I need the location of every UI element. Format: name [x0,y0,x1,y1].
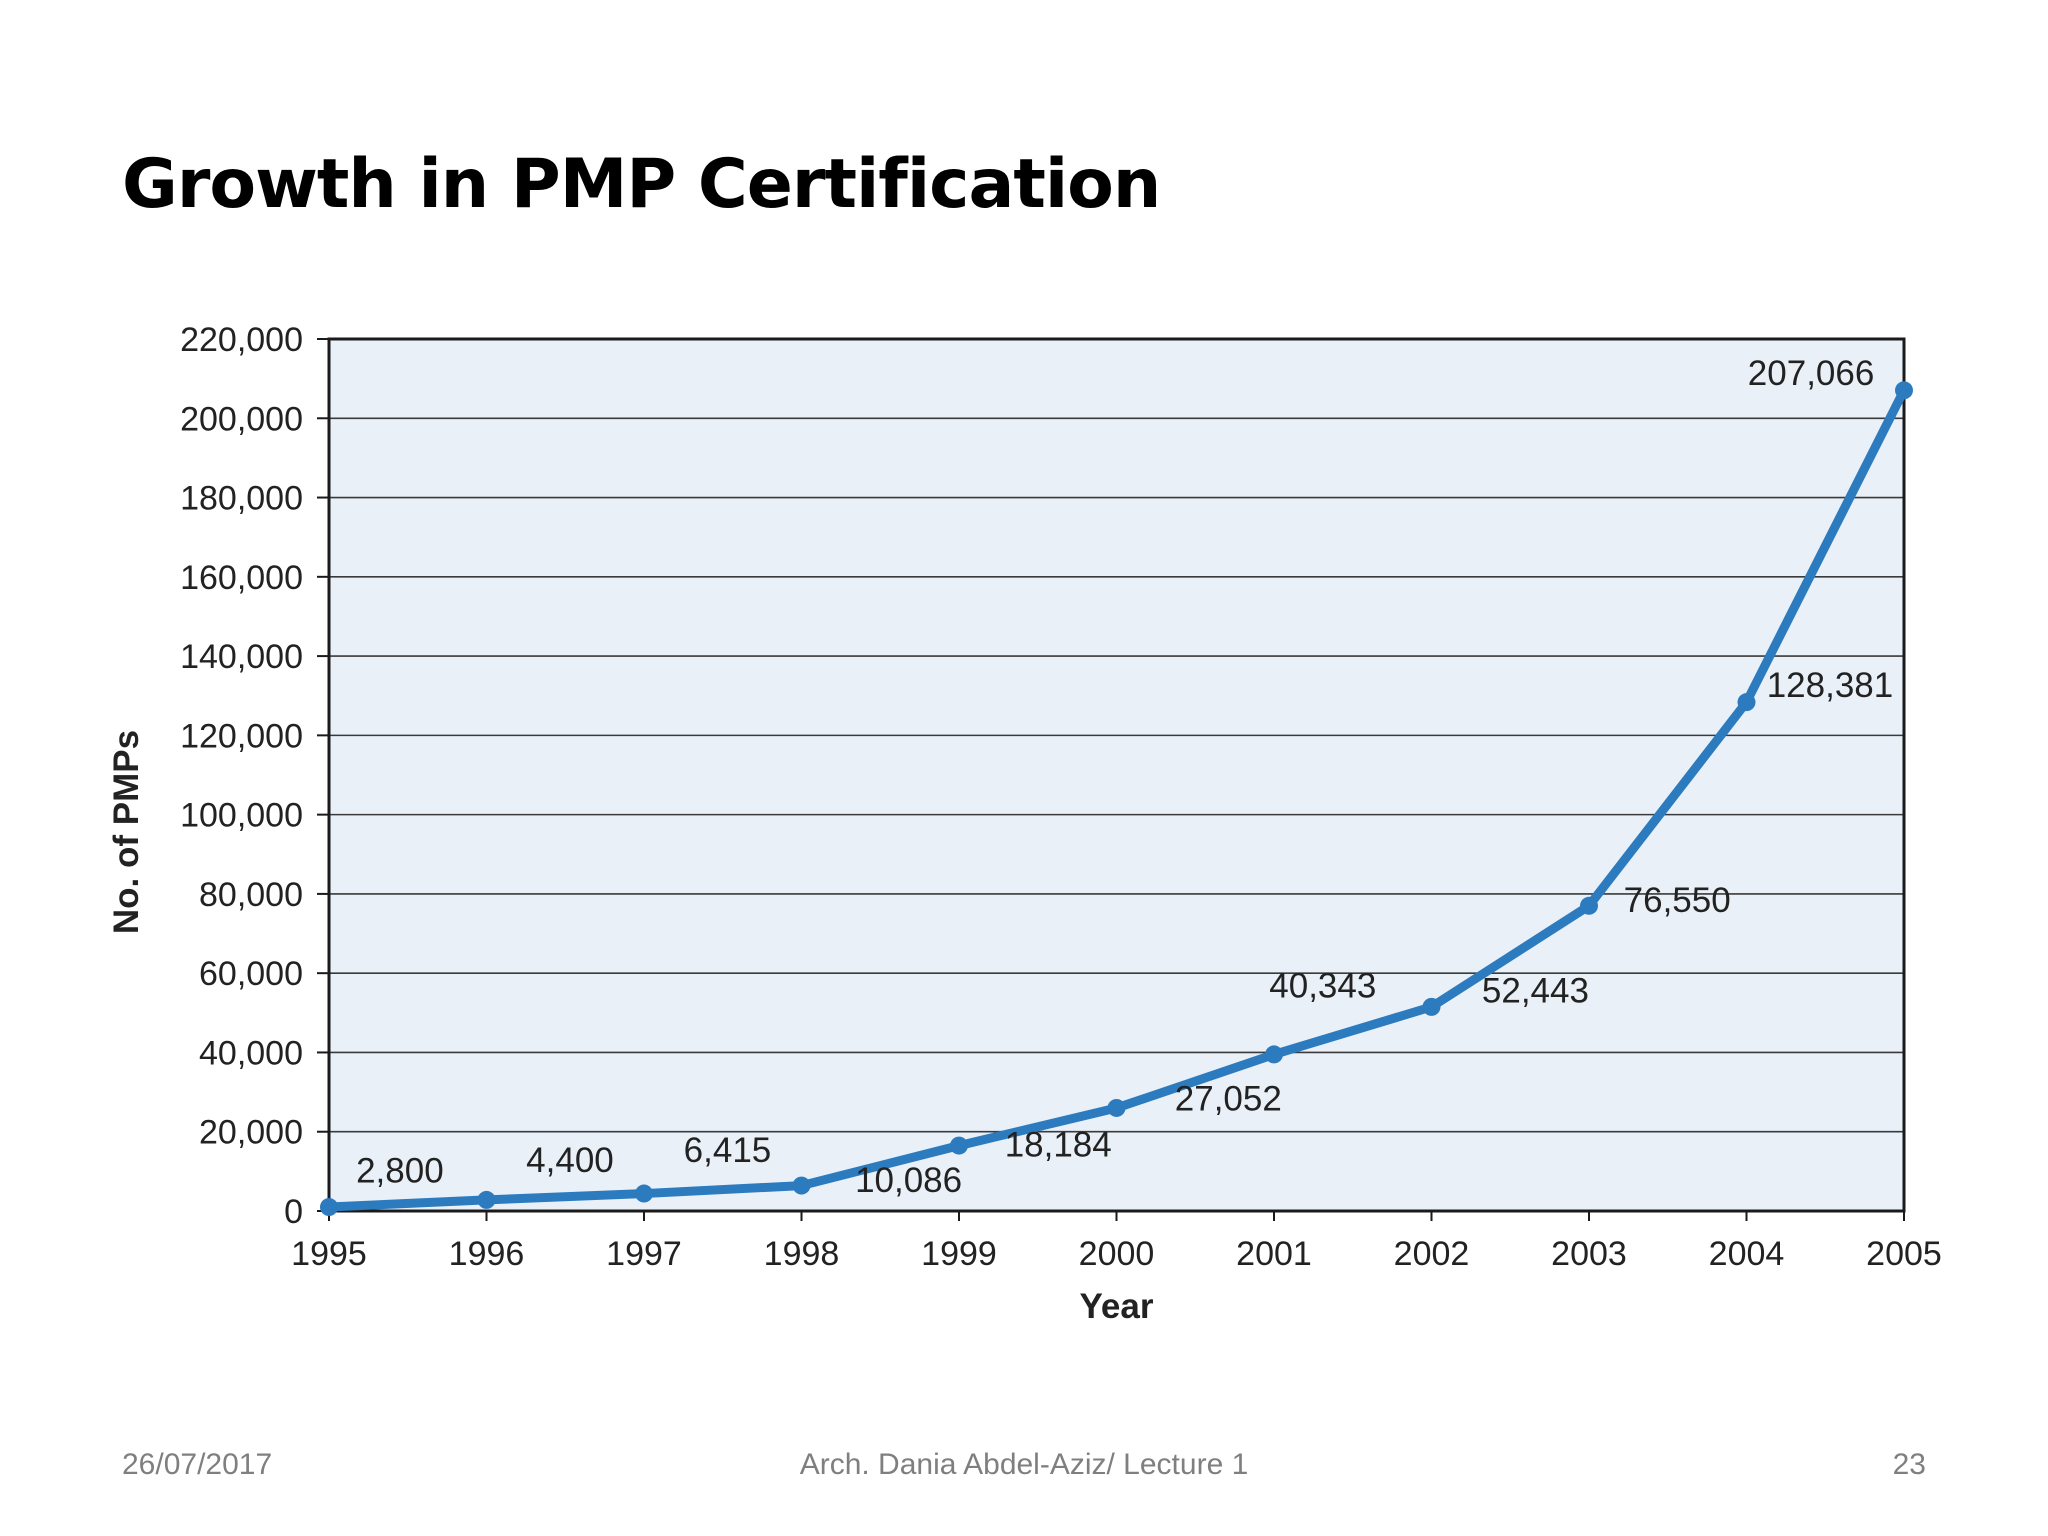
plot-frame [327,337,1906,1213]
data-point [792,1176,811,1195]
footer-date: 26/07/2017 [122,1448,273,1481]
x-tick-label: 1997 [606,1235,682,1273]
y-tick-label: 20,000 [199,1114,303,1152]
footer-author: Arch. Dania Abdel-Aziz/ Lecture 1 [799,1448,1249,1481]
data-label: 76,550 [1624,881,1731,920]
y-tick-label: 200,000 [180,400,303,438]
x-axis-ticks: 1995 1996 1997 1998 1999 2000 2001 2002 2003 2004… [291,1211,1942,1273]
y-axis-ticks: 0 20,000 40,000 60,000 80,000 100,000 120,000 1… [180,321,329,1231]
data-point [1580,896,1598,915]
plot-area [329,339,1904,1211]
data-label: 207,066 [1748,354,1875,393]
y-tick-label: 100,000 [180,797,303,835]
data-label: 40,343 [1269,966,1376,1005]
x-tick-label: 1998 [764,1235,840,1273]
x-tick-label: 1995 [291,1235,367,1273]
slide-title: Growth in PMP Certification [122,145,1161,224]
data-label: 2,800 [356,1151,444,1190]
data-label: 128,381 [1767,666,1894,705]
y-tick-label: 40,000 [199,1034,303,1072]
data-point [320,1198,338,1217]
data-label: 10,086 [855,1161,962,1200]
data-point [635,1184,653,1203]
y-tick-label: 120,000 [180,717,303,755]
data-label: 27,052 [1175,1080,1282,1119]
x-tick-label: 1996 [449,1235,525,1273]
data-point [477,1190,496,1209]
page-number: 23 [1892,1448,1926,1481]
data-point [1265,1045,1283,1064]
data-point [1107,1098,1126,1117]
data-point [950,1136,968,1155]
data-point [1422,997,1441,1016]
pmp-growth-line-chart: 0 20,000 40,000 60,000 80,000 100,000 120,000 1… [107,321,1942,1326]
data-label: 4,400 [526,1141,614,1180]
data-point [1895,381,1913,400]
y-tick-label: 60,000 [199,955,303,993]
x-axis-label: Year [1080,1287,1154,1326]
y-tick-label: 180,000 [180,480,303,518]
x-tick-label: 2001 [1236,1235,1312,1273]
y-axis-label: No. of PMPs [107,730,146,934]
y-tick-label: 80,000 [199,876,303,914]
data-labels: 2,800 4,400 6,415 10,086 18,184 27,052 40,343 5… [356,354,1893,1200]
x-tick-label: 2004 [1709,1235,1785,1273]
data-point [1737,693,1756,712]
x-tick-label: 1999 [921,1235,997,1273]
data-label: 6,415 [684,1131,772,1170]
gridlines [329,417,1904,1133]
x-tick-label: 2005 [1866,1235,1942,1273]
y-tick-label: 160,000 [180,559,303,597]
data-label: 18,184 [1005,1126,1112,1165]
data-label: 52,443 [1482,972,1589,1011]
y-tick-label: 220,000 [180,321,303,359]
y-tick-label: 0 [284,1193,303,1231]
x-tick-label: 2002 [1394,1235,1470,1273]
x-tick-label: 2000 [1079,1235,1155,1273]
x-tick-label: 2003 [1551,1235,1627,1273]
data-points [320,381,1913,1217]
y-tick-label: 140,000 [180,638,303,676]
